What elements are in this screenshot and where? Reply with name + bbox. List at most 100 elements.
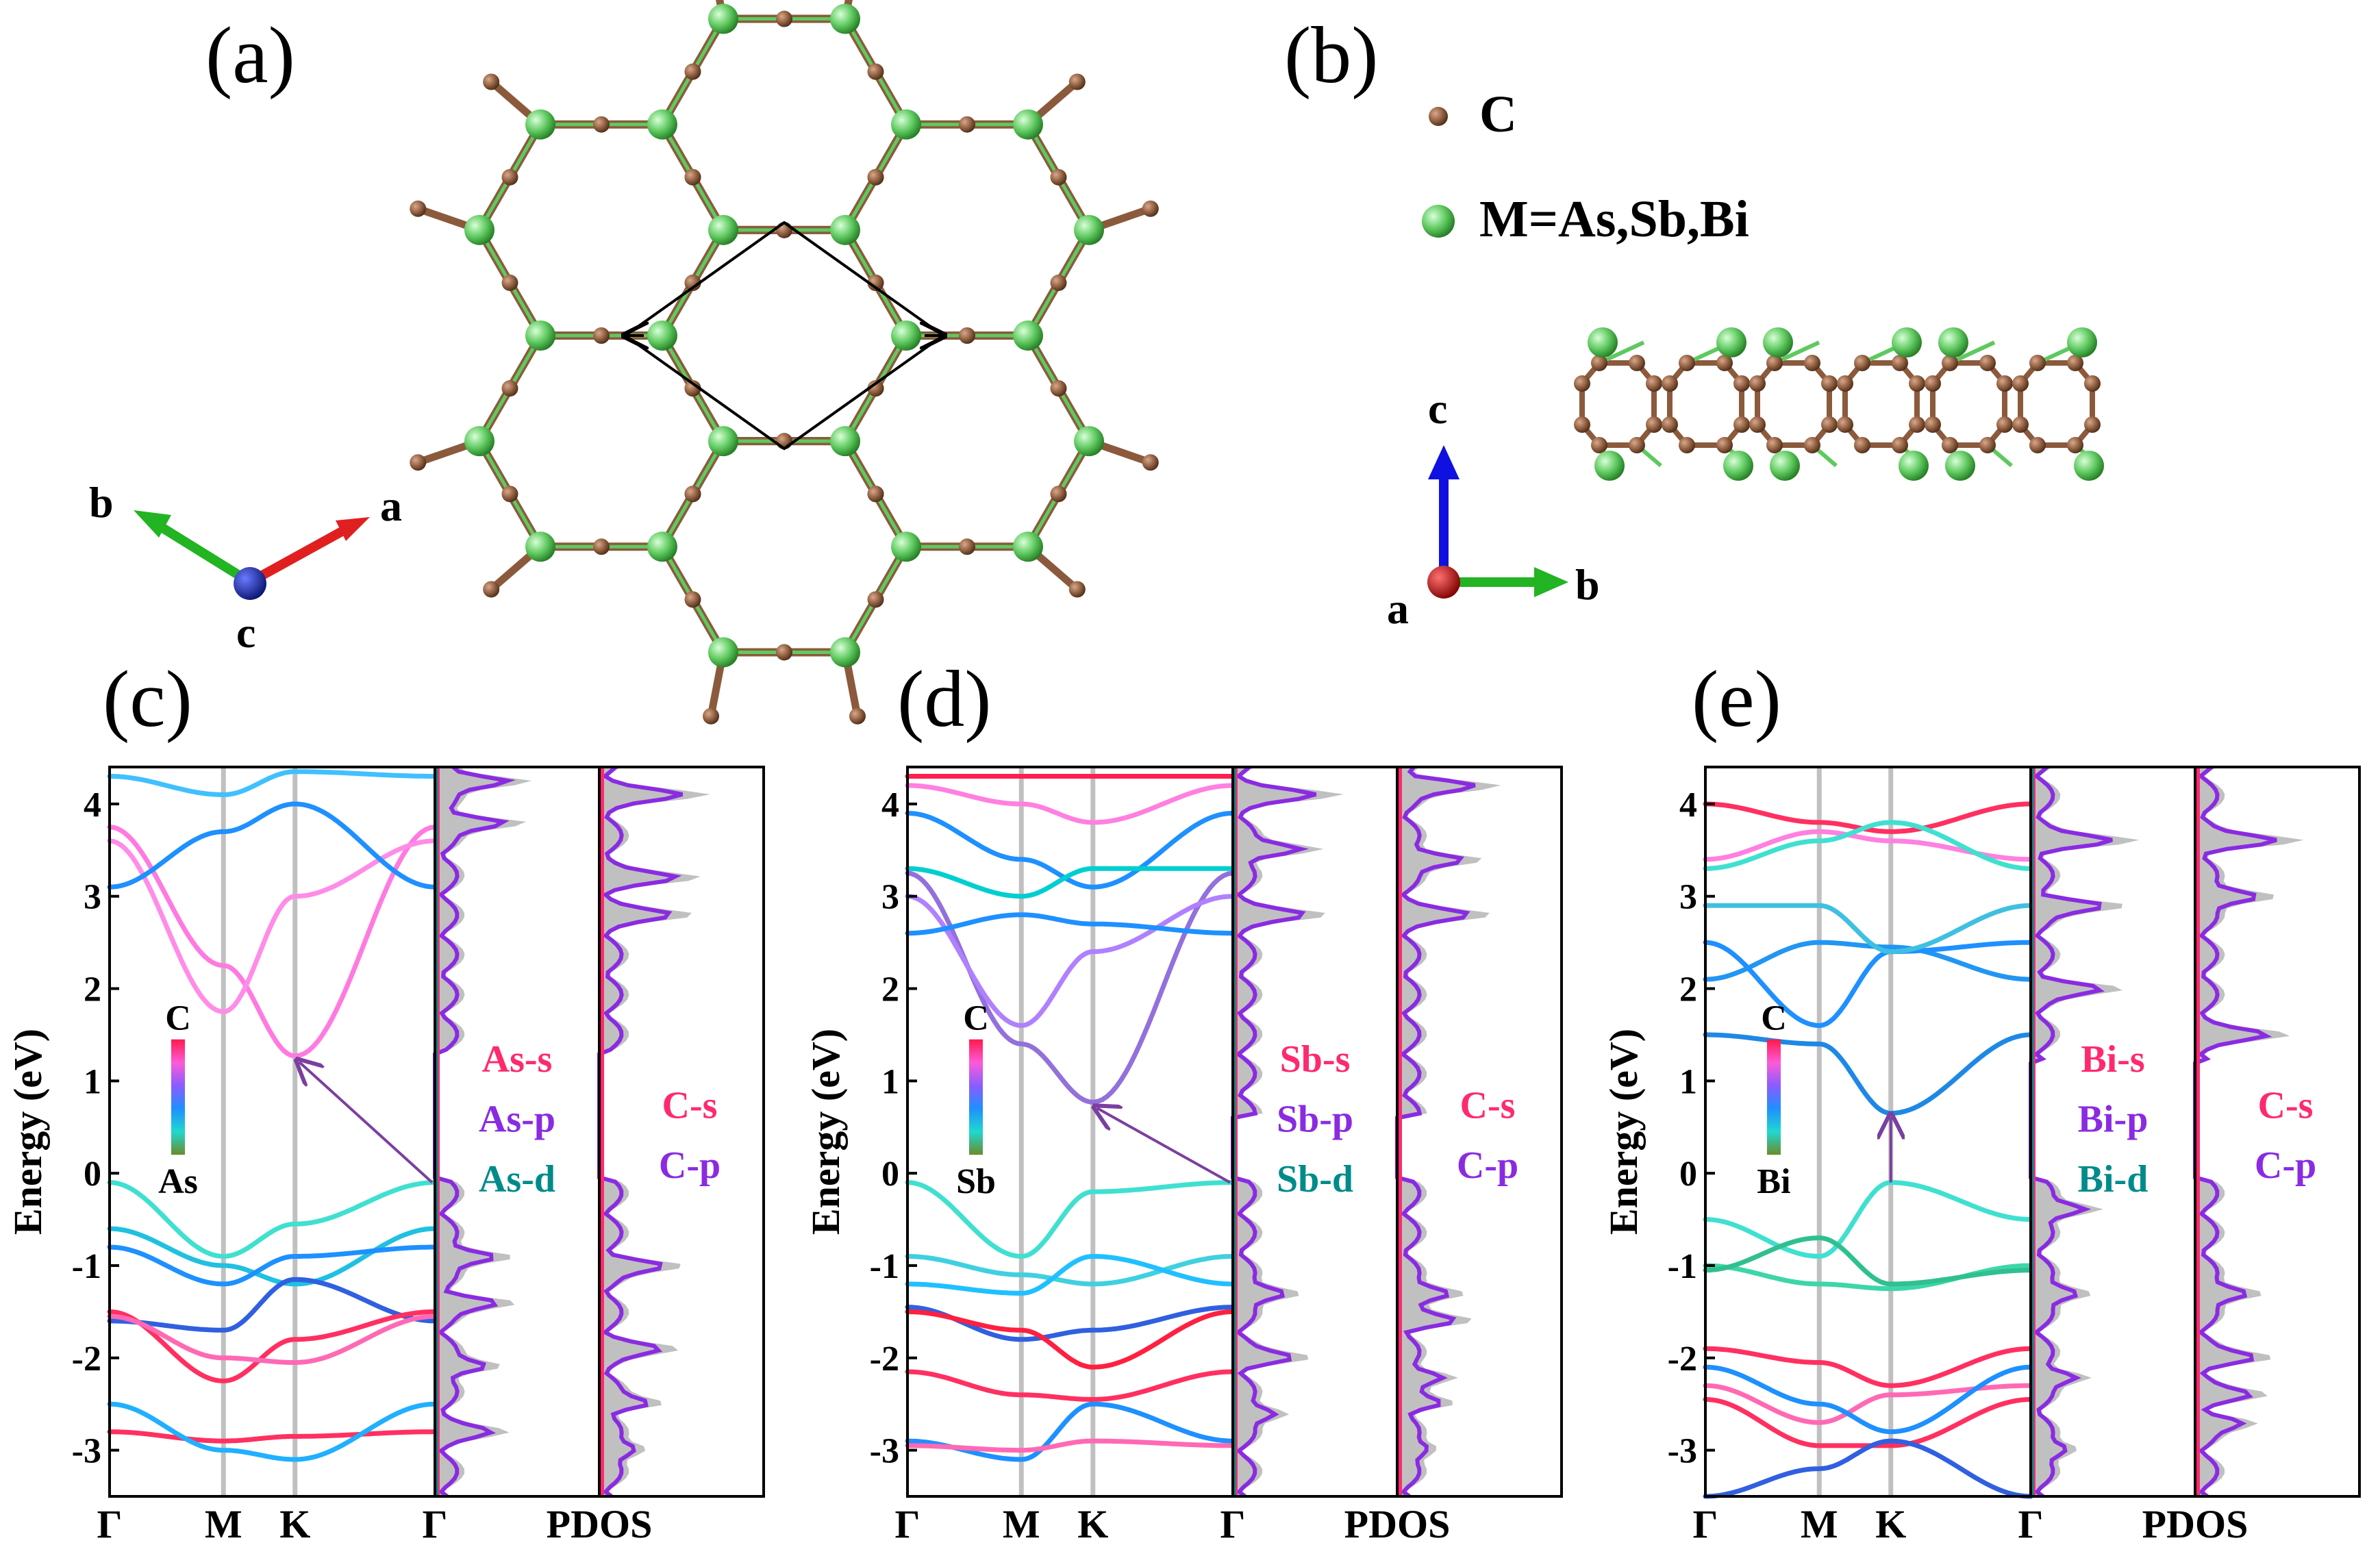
carbon-atom xyxy=(1068,581,1086,598)
metal-atom xyxy=(1588,327,1618,357)
pdos-metal-total-fill xyxy=(1233,767,1344,1496)
metal-atom xyxy=(891,531,921,562)
carbon-atom xyxy=(1925,375,1941,392)
carbon-atom xyxy=(867,380,884,397)
y-tick-label: 3 xyxy=(1679,878,1697,917)
legend-metal-label: M=As,Sb,Bi xyxy=(1479,190,1749,248)
colorbar-top-label: C xyxy=(963,999,989,1038)
kpoint-label: M xyxy=(205,1502,242,1545)
y-tick-label: 3 xyxy=(84,878,101,917)
carbon-atom-icon xyxy=(1429,107,1448,126)
band-line xyxy=(1703,1383,2033,1425)
structure-side-view xyxy=(1574,327,2104,481)
carbon-atom xyxy=(1716,437,1733,453)
axes-indicator-b: c b a xyxy=(1387,384,1600,633)
carbon-atom xyxy=(1679,355,1695,371)
pdos-legend-metal-p: Sb-p xyxy=(1277,1098,1353,1141)
carbon-atom xyxy=(593,116,610,133)
carbon-atom xyxy=(1925,416,1941,433)
band-line xyxy=(107,1180,438,1259)
carbon-atom xyxy=(1050,274,1067,291)
pdos-carbon-total-fill xyxy=(599,767,710,1496)
metal-atom xyxy=(1013,109,1043,140)
carbon-atom xyxy=(1591,437,1607,453)
metal-atom xyxy=(1074,214,1104,245)
metal-atom xyxy=(891,109,921,140)
band-line xyxy=(905,1305,1236,1342)
legend-carbon-label: C xyxy=(1479,86,1517,143)
band-line xyxy=(905,1369,1236,1402)
carbon-atom xyxy=(1629,355,1645,371)
metal-atom xyxy=(464,214,494,245)
band-line xyxy=(1703,820,2033,871)
colorbar-bottom-label: Bi xyxy=(1757,1162,1790,1201)
carbon-atom xyxy=(867,274,884,291)
carbon-atom xyxy=(1979,437,1996,453)
carbon-atom xyxy=(1050,486,1067,503)
carbon-atom xyxy=(684,380,701,397)
metal-atom xyxy=(708,214,738,245)
band-line xyxy=(1703,829,2033,862)
band-line xyxy=(107,801,438,890)
panel-label-e: (e) xyxy=(1692,654,1781,744)
carbon-atom xyxy=(501,380,518,397)
axes-indicator-a: b a c xyxy=(89,478,402,657)
axis-label-c-b: c xyxy=(1428,384,1447,433)
kpoint-label: Γ xyxy=(97,1502,123,1545)
carbon-atom xyxy=(1629,437,1645,453)
axis-label-a-b: a xyxy=(1387,584,1409,633)
metal-atom xyxy=(830,214,860,245)
y-tick-label: 1 xyxy=(881,1062,899,1101)
axis-label-b-b: b xyxy=(1575,560,1600,609)
colorbar xyxy=(171,1039,185,1155)
y-tick-label: 4 xyxy=(1679,786,1697,825)
metal-atom xyxy=(1013,531,1043,562)
colorbar-bottom-label: As xyxy=(158,1162,198,1201)
carbon-atom xyxy=(1837,416,1853,433)
band-line xyxy=(905,783,1236,825)
colorbar xyxy=(969,1039,983,1155)
band-line xyxy=(1703,1438,2033,1499)
carbon-atom xyxy=(501,486,518,503)
metal-atom xyxy=(1938,327,1968,357)
kpoint-label: Γ xyxy=(1693,1502,1718,1545)
band-line xyxy=(107,769,438,797)
carbon-atom xyxy=(410,454,427,471)
carbon-atom xyxy=(1821,416,1838,433)
y-axis-label: Energy (eV) xyxy=(803,1029,848,1235)
y-tick-label: -3 xyxy=(1668,1432,1697,1471)
metal-atom xyxy=(708,637,738,668)
carbon-atom xyxy=(593,538,610,555)
pdos-legend-metal-d: Sb-d xyxy=(1277,1158,1353,1201)
band-panel-bi: 4 3 2 1 0 -1 -2 -3 Energy (eV) Γ M K Γ PDOS C Bi Bi-s Bi-… xyxy=(1601,765,2361,1545)
panel-label-c: (c) xyxy=(103,654,192,744)
carbon-atom xyxy=(1766,437,1783,453)
band-line xyxy=(107,825,438,1059)
pdos-axis-label: PDOS xyxy=(2142,1502,2249,1545)
metal-atom xyxy=(1892,327,1922,357)
band-line xyxy=(1703,903,2033,955)
carbon-atom xyxy=(849,707,866,725)
carbon-atom xyxy=(2012,375,2029,392)
metal-atom xyxy=(2074,451,2104,481)
metal-atom xyxy=(891,321,921,351)
y-tick-label: -1 xyxy=(1668,1247,1697,1286)
carbon-atom xyxy=(959,538,975,555)
band-line xyxy=(1703,940,2033,982)
panel-label-b: (b) xyxy=(1284,10,1379,100)
atom-legend: C M=As,Sb,Bi xyxy=(1422,86,1749,248)
pdos-legend-metal-s: Bi-s xyxy=(2081,1038,2144,1081)
carbon-atom xyxy=(684,168,701,186)
pdos-carbon-total-fill xyxy=(1397,767,1501,1496)
band-line xyxy=(905,810,1236,890)
band-line xyxy=(905,1309,1236,1370)
carbon-atom xyxy=(1662,375,1678,392)
y-tick-label: -2 xyxy=(1668,1340,1697,1379)
carbon-atom xyxy=(1804,355,1820,371)
unit-cell xyxy=(623,221,946,451)
carbon-atom xyxy=(867,168,884,186)
carbon-atom xyxy=(2067,355,2083,371)
metal-atom xyxy=(525,109,555,140)
carbon-atom xyxy=(483,581,500,598)
metal-atom xyxy=(1594,451,1625,481)
